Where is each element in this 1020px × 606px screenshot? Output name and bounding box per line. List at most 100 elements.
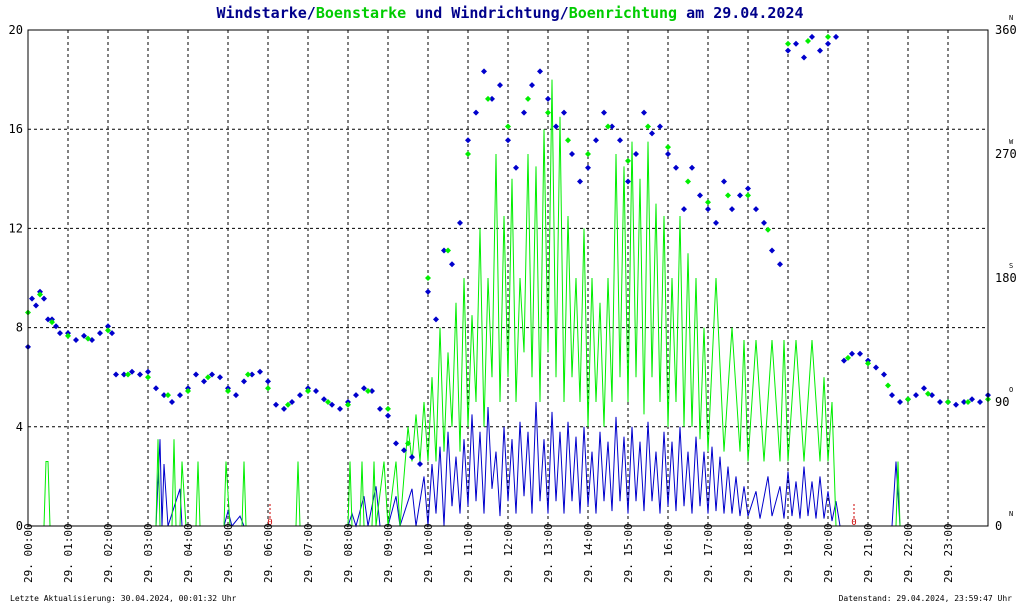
- plot-frame: [27, 29, 989, 527]
- direction-point-windrichtung: [537, 68, 543, 75]
- direction-point-windrichtung: [289, 399, 295, 405]
- series-line-boenstarke: [28, 79, 988, 527]
- direction-point-windrichtung: [129, 368, 135, 375]
- direction-point-windrichtung: [209, 371, 215, 378]
- direction-point-boenrichtung: [325, 399, 331, 405]
- direction-point-windrichtung: [145, 368, 151, 375]
- direction-point-windrichtung: [553, 123, 559, 130]
- y-left-tick-label: 12: [9, 221, 23, 235]
- direction-point-windrichtung: [649, 130, 655, 137]
- x-tick-label: 29. 05:00: [222, 523, 235, 583]
- direction-point-windrichtung: [193, 371, 199, 378]
- direction-point-windrichtung: [489, 95, 495, 102]
- direction-point-windrichtung: [809, 33, 815, 40]
- compass-label: S: [1009, 262, 1013, 270]
- direction-point-boenrichtung: [965, 399, 971, 405]
- direction-point-windrichtung: [249, 371, 255, 378]
- direction-point-windrichtung: [633, 151, 639, 157]
- direction-point-windrichtung: [521, 109, 527, 116]
- direction-point-windrichtung: [449, 261, 455, 268]
- x-tick-label: 29. 01:00: [62, 523, 75, 583]
- x-tick-label: 29. 07:00: [302, 523, 315, 583]
- direction-point-windrichtung: [769, 247, 775, 254]
- direction-point-windrichtung: [73, 337, 79, 343]
- direction-point-windrichtung: [737, 192, 743, 199]
- direction-point-windrichtung: [785, 47, 791, 54]
- zero-marker-label: 0: [267, 518, 272, 528]
- direction-point-boenrichtung: [245, 371, 251, 378]
- x-tick-label: 29. 02:00: [102, 523, 115, 583]
- direction-point-boenrichtung: [285, 401, 291, 408]
- title-date: 29.04.2024: [713, 4, 803, 22]
- direction-point-windrichtung: [385, 412, 391, 419]
- direction-point-boenrichtung: [625, 157, 631, 164]
- title-windrichtung: Windrichtung: [451, 4, 559, 22]
- direction-point-windrichtung: [481, 68, 487, 75]
- direction-point-windrichtung: [409, 454, 415, 461]
- direction-point-boenrichtung: [225, 387, 231, 394]
- y-right-tick-label: 360: [995, 23, 1017, 37]
- x-tick-label: 29. 14:00: [582, 523, 595, 583]
- direction-point-windrichtung: [169, 399, 175, 405]
- x-tick-label: 29. 18:00: [742, 523, 755, 583]
- compass-label: W: [1009, 138, 1014, 146]
- direction-point-boenrichtung: [465, 151, 471, 157]
- direction-point-boenrichtung: [65, 332, 71, 339]
- direction-point-windrichtung: [81, 332, 87, 339]
- direction-point-windrichtung: [53, 323, 59, 330]
- title-am: am: [677, 4, 713, 22]
- direction-point-windrichtung: [161, 392, 167, 399]
- direction-point-boenrichtung: [445, 247, 451, 254]
- x-tick-label: 29. 09:00: [382, 523, 395, 583]
- direction-point-windrichtung: [609, 123, 615, 130]
- direction-point-boenrichtung: [725, 192, 731, 199]
- direction-point-boenrichtung: [825, 33, 831, 40]
- y-left-tick-label: 20: [9, 23, 23, 37]
- direction-point-windrichtung: [937, 399, 943, 405]
- direction-point-windrichtung: [625, 178, 631, 185]
- title-sep-1: /: [307, 4, 316, 22]
- direction-point-windrichtung: [177, 392, 183, 399]
- title-boenrichtung: Boenrichtung: [569, 4, 677, 22]
- direction-point-windrichtung: [569, 151, 575, 157]
- direction-point-windrichtung: [857, 350, 863, 357]
- title-boenstarke: Boenstarke: [316, 4, 406, 22]
- direction-point-windrichtung: [417, 461, 423, 467]
- y-right-tick-label: 270: [995, 147, 1017, 161]
- direction-point-windrichtung: [29, 295, 35, 302]
- x-tick-label: 29. 20:00: [822, 523, 835, 583]
- direction-point-boenrichtung: [885, 382, 891, 389]
- direction-point-windrichtung: [617, 137, 623, 144]
- direction-point-windrichtung: [681, 206, 687, 213]
- direction-point-windrichtung: [97, 330, 103, 337]
- direction-point-boenrichtung: [845, 354, 851, 361]
- x-tick-label: 29. 08:00: [342, 523, 355, 583]
- direction-point-boenrichtung: [525, 95, 531, 102]
- direction-point-boenrichtung: [125, 371, 131, 378]
- direction-point-boenrichtung: [405, 440, 411, 447]
- direction-point-windrichtung: [793, 40, 799, 47]
- direction-point-windrichtung: [913, 392, 919, 399]
- direction-point-windrichtung: [241, 378, 247, 385]
- direction-point-windrichtung: [233, 392, 239, 399]
- direction-point-windrichtung: [505, 137, 511, 144]
- direction-point-windrichtung: [833, 33, 839, 40]
- direction-point-boenrichtung: [545, 109, 551, 116]
- direction-point-boenrichtung: [785, 40, 791, 47]
- direction-point-windrichtung: [497, 82, 503, 89]
- direction-point-windrichtung: [641, 109, 647, 116]
- x-tick-label: 29. 11:00: [462, 523, 475, 583]
- direction-point-windrichtung: [393, 440, 399, 447]
- y-right-tick-label: 180: [995, 271, 1017, 285]
- direction-point-windrichtung: [105, 323, 111, 330]
- direction-point-boenrichtung: [485, 95, 491, 102]
- direction-point-windrichtung: [753, 206, 759, 213]
- direction-point-boenrichtung: [585, 151, 591, 157]
- direction-point-windrichtung: [401, 447, 407, 454]
- direction-point-windrichtung: [273, 401, 279, 408]
- compass-label: N: [1009, 510, 1013, 518]
- series-line-windstarke: [28, 401, 988, 528]
- direction-point-windrichtung: [217, 374, 223, 381]
